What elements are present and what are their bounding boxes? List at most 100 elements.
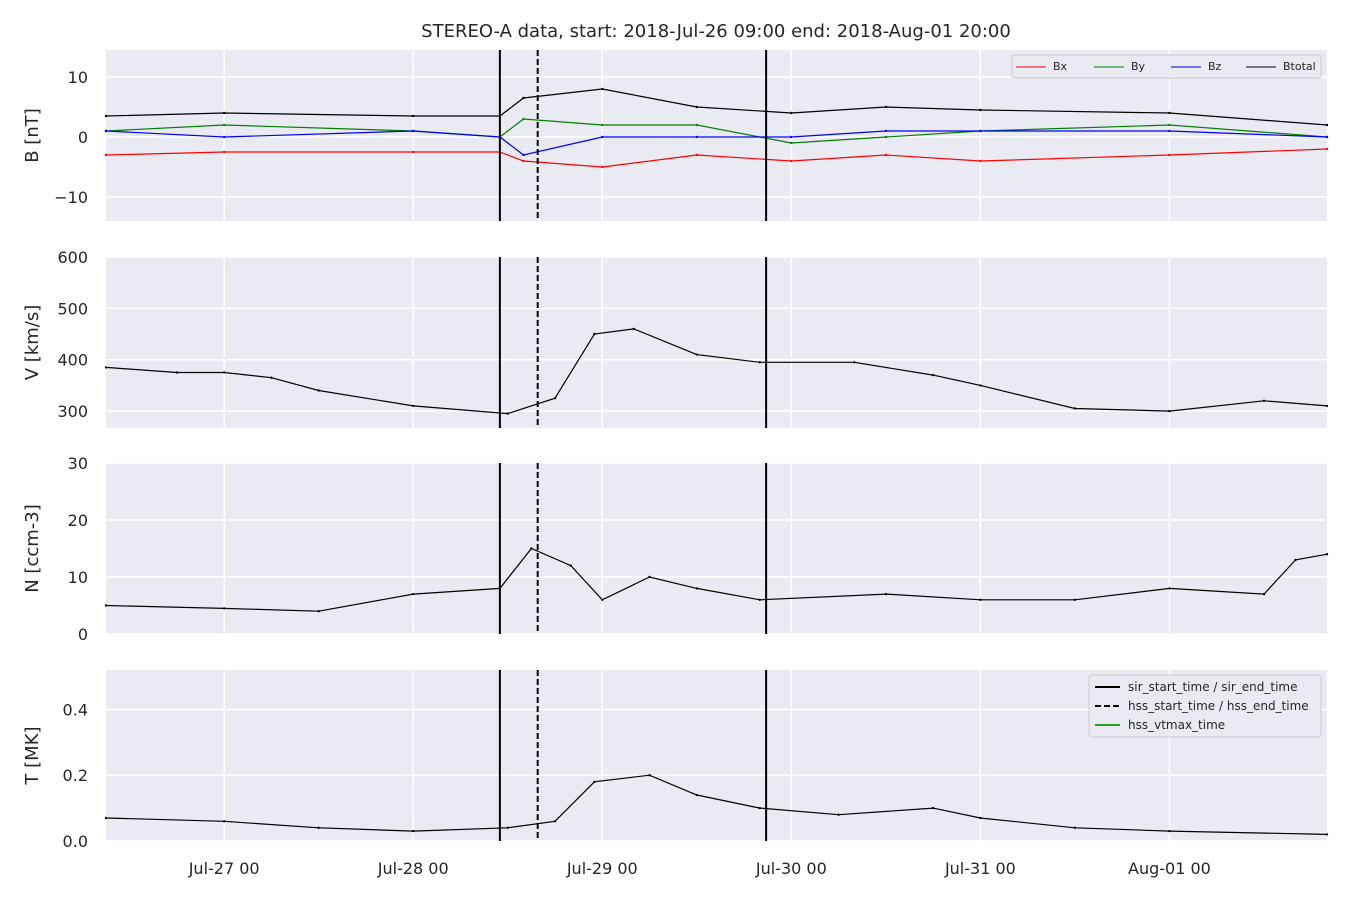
y-axis-label: T [MK] — [22, 726, 43, 785]
data-point-bx — [695, 153, 698, 157]
panel-1: −10 0 10 B [nT] Bx By Bz Btotal — [22, 50, 1329, 221]
data-point-n — [979, 598, 982, 601]
data-point-t — [593, 780, 596, 783]
data-point-bz — [884, 129, 888, 133]
legend-label: Btotal — [1283, 60, 1316, 73]
x-tick-label: Aug-01 00 — [1128, 859, 1211, 878]
x-tick-label: Jul-27 00 — [188, 859, 260, 878]
data-point-btotal — [979, 108, 982, 112]
legend-box — [1011, 54, 1322, 79]
legend-label: hss_vtmax_time — [1128, 718, 1225, 732]
data-point-by — [884, 135, 888, 139]
data-point-v — [632, 327, 635, 331]
data-point-v — [853, 361, 856, 364]
data-point-btotal — [1168, 111, 1171, 115]
data-point-v — [223, 371, 226, 374]
data-point-btotal — [790, 111, 793, 115]
data-point-t — [553, 820, 557, 823]
data-point-bx — [884, 153, 888, 157]
data-point-bz — [223, 135, 226, 139]
data-point-t — [1168, 829, 1171, 833]
y-tick-label: 500 — [57, 299, 88, 318]
plot-background — [106, 257, 1327, 428]
data-point-t — [837, 813, 840, 816]
data-point-n — [758, 598, 761, 601]
data-point-n — [695, 587, 698, 590]
y-tick-label: 300 — [57, 402, 88, 421]
data-point-by — [1168, 123, 1171, 127]
data-point-bz — [979, 129, 982, 133]
legend-b: Bx By Bz Btotal — [1011, 54, 1322, 79]
data-point-bx — [979, 159, 982, 163]
plot-background — [106, 463, 1327, 634]
data-point-bz — [1168, 129, 1171, 133]
data-point-v — [506, 412, 509, 415]
data-point-btotal — [1325, 123, 1329, 127]
data-point-v — [758, 361, 761, 364]
data-point-bx — [412, 150, 415, 154]
data-point-btotal — [884, 105, 888, 109]
data-point-n — [1073, 598, 1077, 601]
y-axis-label: V [km/s] — [22, 305, 43, 380]
data-point-btotal — [695, 105, 698, 109]
data-point-t — [1073, 826, 1077, 829]
data-point-n — [569, 564, 572, 567]
data-point-n — [1294, 558, 1297, 562]
data-point-v — [270, 376, 273, 379]
y-tick-label: 0 — [78, 128, 88, 147]
legend-label: sir_start_time / sir_end_time — [1128, 680, 1298, 694]
data-point-v — [1262, 399, 1266, 402]
series-line-bz — [105, 130, 1328, 156]
data-point-by — [601, 123, 604, 127]
data-point-bz — [104, 129, 108, 133]
series-line-by — [105, 118, 1328, 144]
data-point-n — [1168, 587, 1171, 590]
data-point-bz — [601, 135, 604, 139]
series-line-bx — [105, 148, 1328, 168]
data-point-n — [884, 592, 888, 596]
y-tick-label: 10 — [68, 68, 88, 87]
x-tick-label: Jul-28 00 — [377, 859, 449, 878]
data-point-btotal — [104, 114, 108, 118]
data-point-btotal — [522, 96, 525, 100]
x-tick-label: Jul-29 00 — [566, 859, 638, 878]
data-point-btotal — [412, 114, 415, 118]
legend-label: hss_start_time / hss_end_time — [1128, 699, 1309, 713]
legend-box — [1088, 674, 1322, 738]
x-tick-label: Jul-30 00 — [755, 859, 827, 878]
chart-title: STEREO-A data, start: 2018-Jul-26 09:00 … — [421, 21, 1011, 42]
data-point-n — [648, 575, 651, 579]
y-axis-label: N [ccm-3] — [22, 504, 43, 593]
data-point-v — [593, 332, 596, 336]
data-point-t — [979, 816, 982, 820]
data-point-bx — [104, 153, 108, 157]
data-point-bx — [1325, 147, 1329, 151]
data-point-n — [1262, 592, 1266, 596]
y-tick-label: 30 — [68, 454, 88, 473]
legend-events: sir_start_time / sir_end_time hss_start_t… — [1088, 674, 1322, 738]
data-point-n — [412, 592, 415, 596]
data-point-n — [223, 607, 226, 610]
data-point-btotal — [601, 87, 604, 91]
data-point-n — [317, 610, 320, 613]
series-line-btotal — [105, 88, 1328, 126]
y-tick-label: 600 — [57, 248, 88, 267]
data-point-v — [104, 366, 108, 369]
data-point-v — [1325, 404, 1329, 408]
data-point-bx — [223, 150, 226, 154]
data-point-v — [412, 404, 415, 408]
legend-label: By — [1131, 60, 1146, 73]
data-point-v — [1168, 409, 1171, 413]
data-point-v — [1073, 407, 1077, 410]
data-point-v — [979, 384, 982, 387]
data-point-t — [104, 816, 108, 820]
y-tick-label: 10 — [68, 568, 88, 587]
data-point-by — [695, 123, 698, 127]
data-point-v — [695, 353, 698, 356]
y-tick-label: 0.2 — [63, 766, 88, 785]
panel-2: 300 400 500 600 V [km/s] — [22, 248, 1329, 428]
legend-label: Bx — [1053, 60, 1068, 73]
data-point-t — [412, 829, 415, 833]
data-point-t — [931, 806, 935, 810]
data-point-bz — [522, 153, 525, 157]
